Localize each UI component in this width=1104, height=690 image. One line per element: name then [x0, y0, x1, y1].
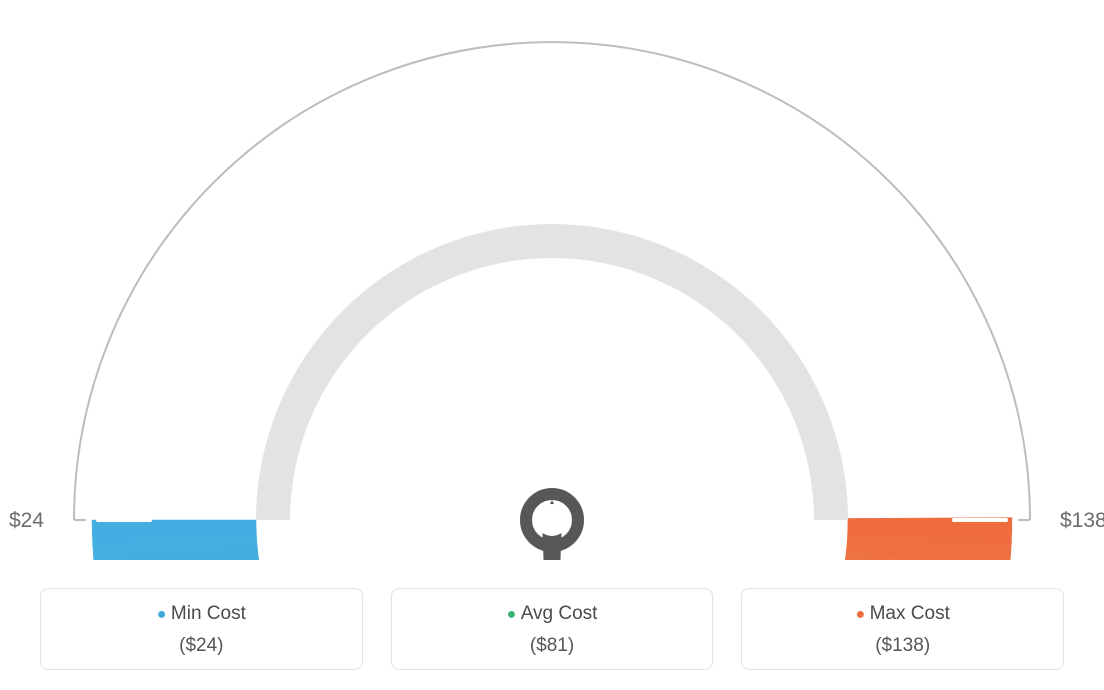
legend-row: Min Cost ($24) Avg Cost ($81) Max Cost (…	[0, 588, 1104, 670]
gauge-inner-ring	[256, 224, 848, 520]
tick-label: $24	[9, 509, 44, 532]
gauge-svg: $24$38$52$81$100$119$138	[0, 0, 1104, 560]
legend-card-max: Max Cost ($138)	[741, 588, 1064, 670]
legend-min-label: Min Cost	[51, 603, 352, 625]
gauge-chart-container: $24$38$52$81$100$119$138 Min Cost ($24) …	[0, 0, 1104, 690]
legend-card-avg: Avg Cost ($81)	[391, 588, 714, 670]
gauge-area: $24$38$52$81$100$119$138	[0, 0, 1104, 560]
gauge-outer-line	[74, 42, 1030, 520]
legend-avg-value: ($81)	[402, 635, 703, 657]
legend-avg-label: Avg Cost	[402, 603, 703, 625]
legend-max-value: ($138)	[752, 635, 1053, 657]
legend-max-label: Max Cost	[752, 603, 1053, 625]
gauge-needle-hub-inner	[536, 504, 568, 536]
tick-label: $138	[1060, 509, 1104, 532]
legend-min-value: ($24)	[51, 635, 352, 657]
legend-card-min: Min Cost ($24)	[40, 588, 363, 670]
